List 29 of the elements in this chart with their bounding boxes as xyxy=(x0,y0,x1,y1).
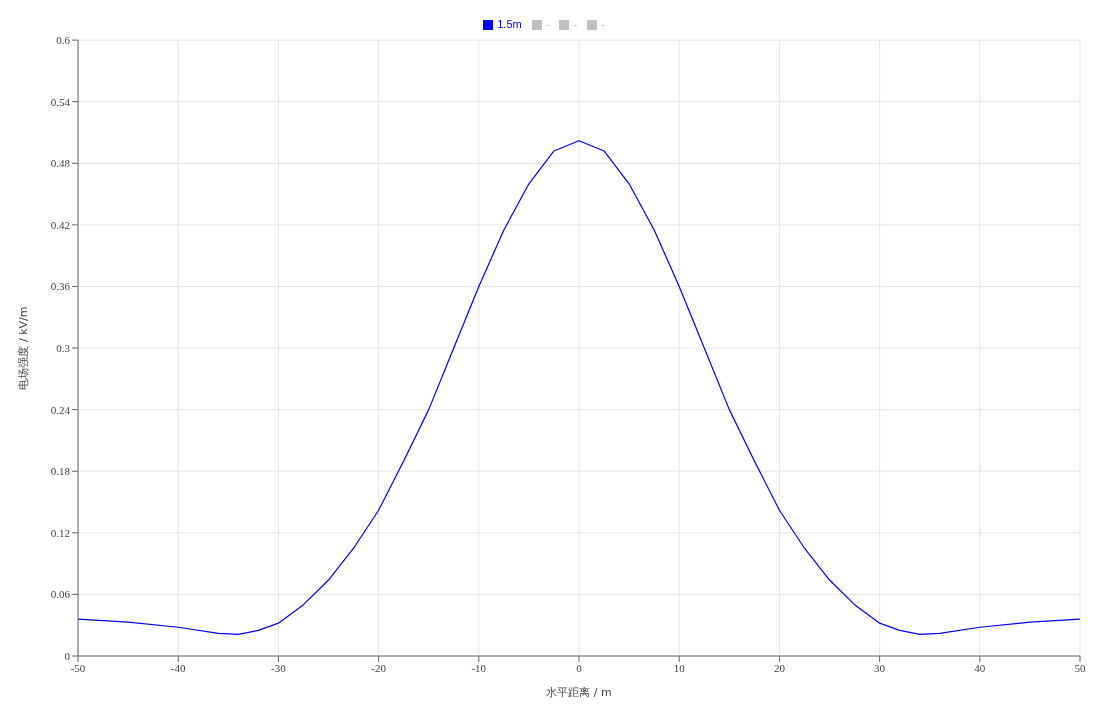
x-tick-label: 50 xyxy=(1074,661,1086,674)
y-tick-label: 0.12 xyxy=(50,526,70,539)
x-tick-label: 40 xyxy=(974,661,986,674)
legend-label: 1.5m xyxy=(497,18,522,30)
x-tick-label: 0 xyxy=(576,661,583,674)
x-tick-label: 30 xyxy=(874,661,886,674)
y-tick-label: 0 xyxy=(64,649,71,662)
y-tick-label: 0.3 xyxy=(56,341,71,354)
legend-label: - xyxy=(573,18,578,30)
y-tick-label: 0.36 xyxy=(50,280,71,293)
y-axis-title: 电场强度 / kV/m xyxy=(16,306,30,390)
x-tick-label: -30 xyxy=(271,661,287,674)
x-tick-label: -40 xyxy=(170,661,187,674)
y-tick-label: 0.18 xyxy=(50,465,71,478)
x-tick-label: 10 xyxy=(673,661,686,674)
y-tick-label: 0.42 xyxy=(50,218,70,231)
legend-label: - xyxy=(601,18,605,30)
y-tick-label: 0.48 xyxy=(50,157,71,170)
x-tick-label: -50 xyxy=(70,661,86,674)
x-axis-title: 水平距离 / m xyxy=(546,686,612,699)
x-tick-label: -20 xyxy=(371,661,387,674)
legend-label: - xyxy=(545,18,550,30)
line-series xyxy=(78,140,1080,636)
x-tick-label: -10 xyxy=(471,661,487,674)
y-tick-label: 0.24 xyxy=(50,403,71,416)
y-tick-label: 0.06 xyxy=(50,588,71,601)
x-tick-label: 20 xyxy=(773,661,786,674)
y-tick-label: 0.6 xyxy=(56,34,71,46)
y-tick-label: 0.54 xyxy=(50,95,71,108)
